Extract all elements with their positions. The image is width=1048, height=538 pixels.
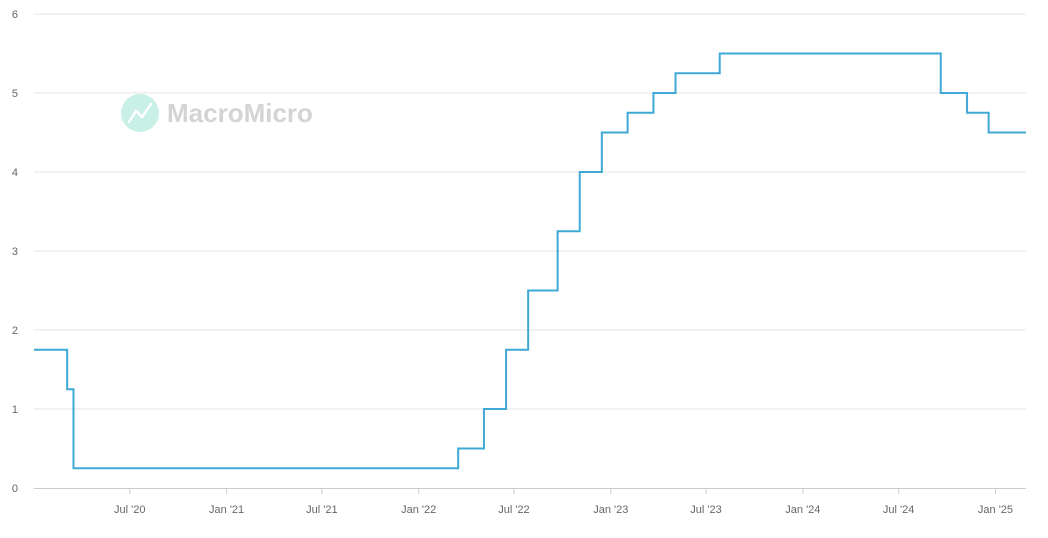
x-tick-label: Jul '23: [690, 504, 721, 516]
y-tick-label: 1: [12, 404, 18, 416]
x-tick-label: Jan '21: [209, 504, 244, 516]
x-tick-label: Jul '20: [114, 504, 145, 516]
watermark-logo-icon: [121, 94, 159, 132]
y-tick-label: 6: [12, 9, 18, 21]
x-tick-label: Jul '24: [883, 504, 914, 516]
y-tick-label: 2: [12, 325, 18, 337]
gridlines: [34, 13, 1026, 410]
y-tick-label: 4: [12, 167, 18, 179]
y-tick-label: 5: [12, 88, 18, 100]
watermark-logo-trend-icon: [127, 102, 153, 124]
x-tick-label: Jan '22: [401, 504, 436, 516]
x-tick-label: Jan '24: [785, 504, 820, 516]
y-tick-label: 3: [12, 246, 18, 258]
watermark-text: MacroMicro: [167, 98, 313, 128]
series-layer: [34, 52, 1026, 470]
series-line: [34, 52, 1026, 470]
x-tick-label: Jul '21: [306, 504, 337, 516]
y-tick-label: 0: [12, 483, 18, 495]
watermark: MacroMicro: [121, 94, 313, 132]
axes: 0 1 2 3 4 5 6 Jul '20 Jan '21 Jul '21 Jan '22 Jul '…: [12, 9, 1026, 516]
x-tick-label: Jan '23: [593, 504, 628, 516]
x-tick-label: Jan '25: [978, 504, 1013, 516]
x-tick-label: Jul '22: [498, 504, 529, 516]
